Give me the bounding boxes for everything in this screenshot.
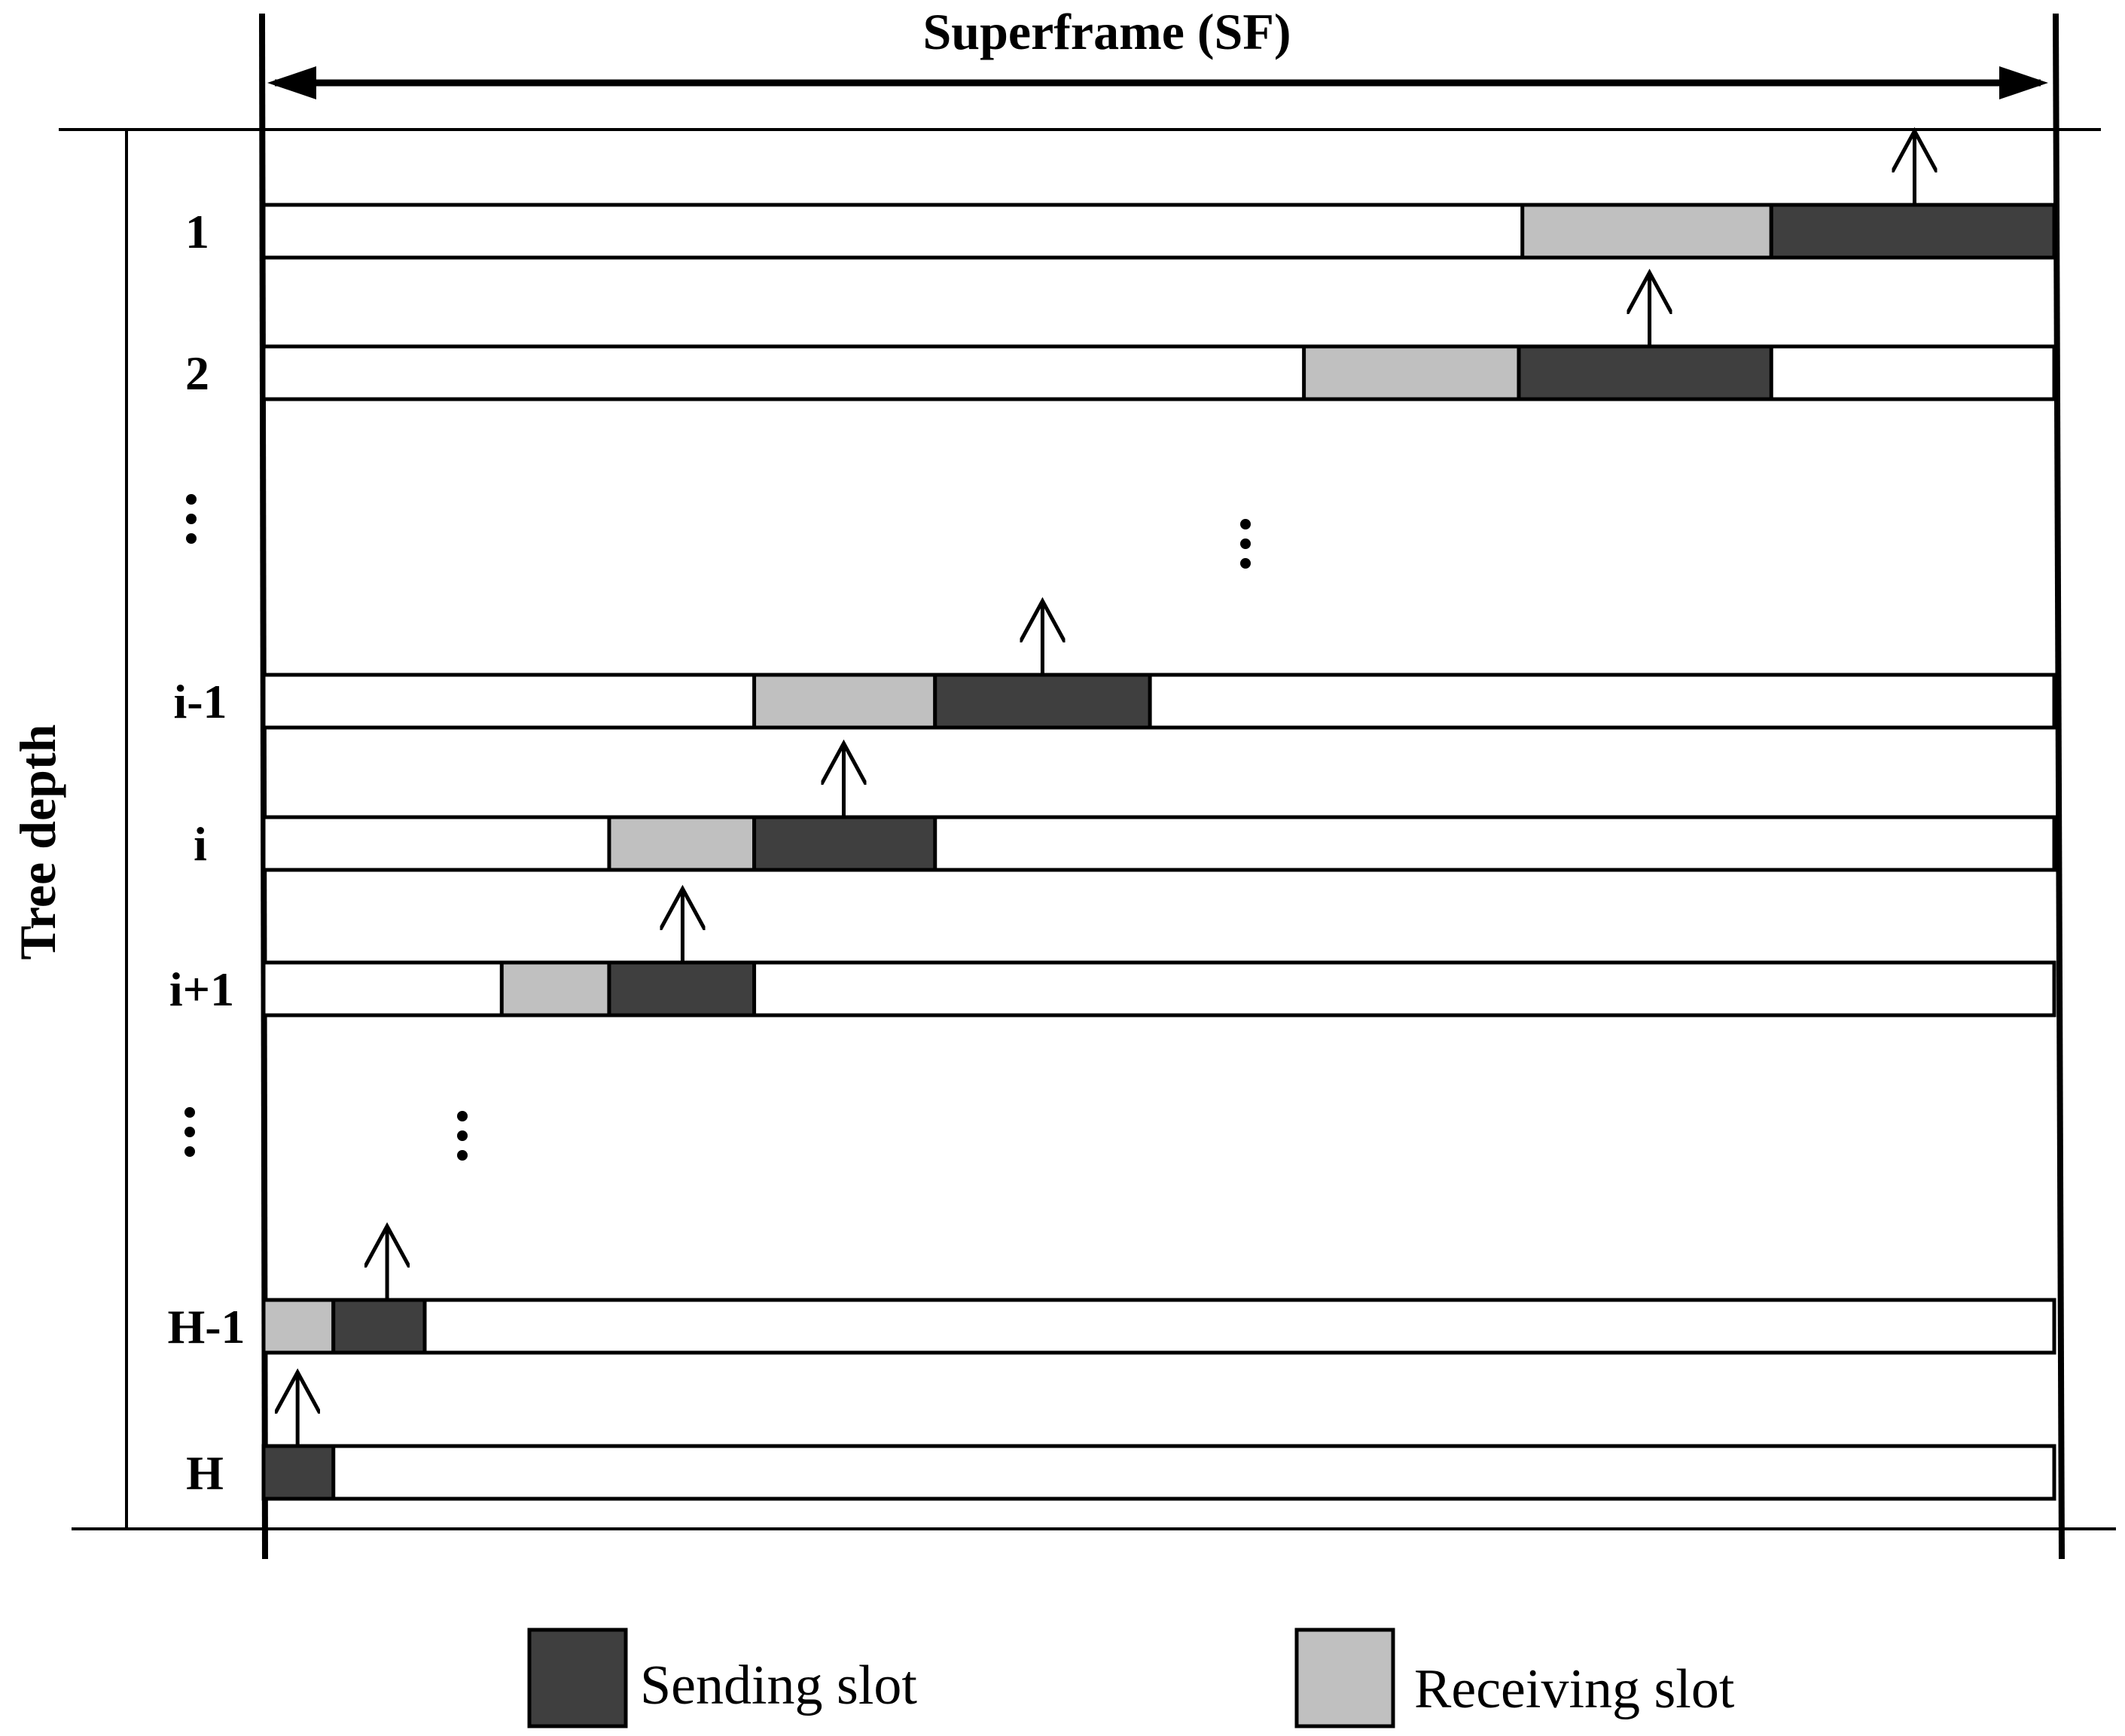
legend-sending-label: Sending slot xyxy=(640,1655,917,1716)
depth-row-1: 1 xyxy=(185,131,2056,260)
depth-label-i+1: i+1 xyxy=(169,963,234,1016)
row-ellipsis-left-upper xyxy=(186,494,197,544)
sending-slot-i xyxy=(752,815,938,872)
legend: Sending slot Receiving slot xyxy=(527,1628,1735,1728)
depth-row-i-1: i-1 xyxy=(173,601,2056,730)
sending-slot-i-1 xyxy=(933,673,1152,730)
depth-label-1: 1 xyxy=(185,205,209,258)
depth-label-i: i xyxy=(194,817,207,871)
receiving-slot-i xyxy=(607,815,757,872)
receiving-slot-i+1 xyxy=(499,960,611,1017)
sending-slot-H-1 xyxy=(331,1298,427,1355)
superframe-span-arrow xyxy=(267,66,2048,99)
tree-depth-label: Tree depth xyxy=(9,725,66,960)
sending-slot-1 xyxy=(1769,203,2056,260)
legend-receiving-swatch xyxy=(1294,1628,1395,1728)
legend-sending-swatch xyxy=(527,1628,628,1728)
depth-row-2: 2 xyxy=(185,273,2056,401)
timeline-bar-i xyxy=(261,815,2056,872)
depth-row-i: i xyxy=(194,743,2056,872)
timeline-bar-H xyxy=(261,1444,2056,1501)
slot-ellipsis-lower xyxy=(457,1111,468,1161)
depth-label-H: H xyxy=(186,1446,224,1500)
slot-ellipsis-upper xyxy=(1240,519,1251,569)
superframe-title: Superframe (SF) xyxy=(922,3,1291,60)
timeline-bar-H-1 xyxy=(261,1298,2056,1355)
timeline-bar-2 xyxy=(261,344,2056,401)
row-ellipsis-left-lower xyxy=(184,1107,195,1157)
depth-label-2: 2 xyxy=(185,346,209,400)
receiving-slot-H-1 xyxy=(261,1298,336,1355)
depth-row-i+1: i+1 xyxy=(169,889,2056,1017)
receiving-slot-2 xyxy=(1302,344,1521,401)
legend-receiving-label: Receiving slot xyxy=(1414,1658,1735,1720)
depth-label-H-1: H-1 xyxy=(167,1300,245,1353)
sending-slot-2 xyxy=(1517,344,1773,401)
timeline-bar-i-1 xyxy=(261,673,2056,730)
receiving-slot-1 xyxy=(1520,203,1773,260)
depth-rows: 1 2 i-1 i i+1 H-1 H xyxy=(167,131,2056,1501)
depth-label-i-1: i-1 xyxy=(173,675,227,728)
superframe-end-boundary xyxy=(2053,13,2065,1560)
depth-row-H-1: H-1 xyxy=(167,1226,2056,1355)
receiving-slot-i-1 xyxy=(752,673,938,730)
sending-slot-i+1 xyxy=(607,960,757,1017)
depth-row-H: H xyxy=(186,1372,2056,1501)
sending-slot-H xyxy=(261,1444,336,1501)
